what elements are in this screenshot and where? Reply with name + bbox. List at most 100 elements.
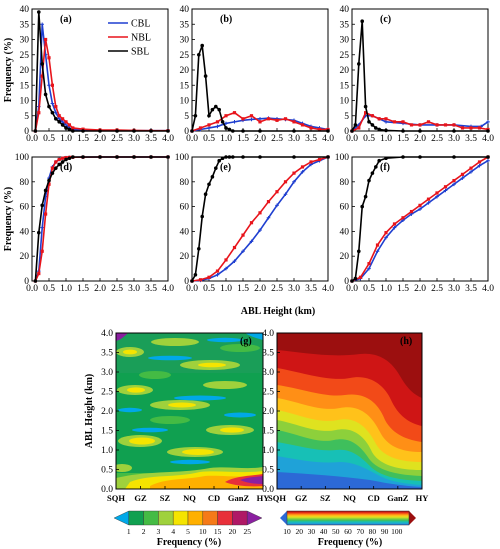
y-tick-label: 0.0 [262,485,274,495]
y-tick-label: 5 [344,112,349,122]
colorbar-h-tick: 80 [369,527,377,536]
x-tick-label: 0.0 [346,134,358,144]
x-tick-label: 1.5 [77,134,89,144]
colorbar-h-gradient [287,511,409,525]
x-tick-label: 0.5 [43,134,55,144]
data-point-sbl [193,113,198,118]
colorbar-h-outline [286,510,410,526]
panel-b-frequency-lines: 0.0 0.5 1.0 1.5 2.0 2.5 3.0 3.5 4.0 0 5 10 15 20 25 30 3… [180,5,335,144]
data-point-nbl [370,114,374,118]
data-point-sbl [40,62,44,66]
data-point-nbl [57,114,61,118]
y-tick-label: 80 [340,178,350,188]
data-point-sbl [367,178,371,183]
y-tick-label: 35 [180,20,190,30]
data-point-sbl [54,117,58,121]
y-tick-label: 40 [340,227,350,237]
x-tick-label: 2.0 [94,134,106,144]
data-point-sbl [210,175,215,179]
data-point-sbl [377,158,382,163]
data-point-cbl [40,225,44,230]
x-tick-label: 2.5 [431,134,443,144]
data-point-cbl [224,266,228,271]
data-point-nbl [61,156,65,160]
data-point-sbl [363,104,368,109]
data-point-cbl [266,215,271,220]
x-tick-label: 0.0 [346,284,358,294]
colorbar-g-swatch [143,510,159,526]
y-tick-label: 2.5 [101,388,113,398]
data-point-nbl [418,203,422,207]
data-point-nbl [317,127,322,132]
data-point-sbl [71,155,75,159]
data-point-nbl [224,258,228,262]
site-label: GZ [134,493,147,503]
colorbar-h-tick: 30 [308,527,316,536]
data-point-sbl [214,104,218,109]
data-point-sbl [452,129,456,133]
colorbar-g-tick: 15 [214,527,222,536]
x-tick-label: 2.0 [94,284,106,294]
data-point-nbl [367,262,371,266]
heatmap-h-field [277,333,422,489]
x-tick-label: 4.0 [482,284,494,294]
data-point-sbl [149,155,153,159]
data-point-nbl [37,271,41,276]
y-tick-label: 15 [180,81,190,91]
data-point-sbl [217,107,221,112]
data-point-cbl [452,182,456,187]
data-point-sbl [231,129,235,133]
data-point-sbl [241,129,245,133]
data-point-sbl [203,192,208,196]
y-tick-label: 60 [340,203,350,213]
panel-label: (e) [220,162,231,173]
x-tick-label: 2.5 [271,134,283,144]
data-point-sbl [370,171,375,175]
data-point-sbl [217,158,221,163]
x-tick-label: 3.0 [448,134,460,144]
plot-frame [351,8,489,132]
y-tick-label: 0 [184,277,189,287]
y-tick-label: 4.0 [262,329,274,339]
data-point-sbl [190,129,194,133]
data-point-nbl [64,120,68,124]
x-tick-label: 3.5 [145,284,157,294]
data-point-sbl [292,155,296,159]
colorbar-h-tick: 10 [283,527,291,536]
data-point-sbl [350,129,354,133]
data-point-nbl [37,111,41,115]
x-tick-label: 3.0 [288,134,300,144]
data-point-cbl [477,163,482,168]
data-point-cbl [486,120,490,124]
data-point-nbl [384,117,388,121]
data-point-cbl [40,22,44,27]
data-point-nbl [266,200,271,204]
y-tick-label: 100 [175,153,190,163]
y-tick-label: 20 [180,66,190,76]
data-point-nbl [460,172,465,176]
data-point-cbl [258,117,262,121]
y-tick-label: 2.5 [262,388,274,398]
x-tick-label: 1.5 [237,134,249,144]
x-tick-label: 1.0 [60,134,72,144]
data-point-cbl [215,273,220,277]
data-point-sbl [190,279,194,283]
colorbar-g-swatch [217,510,233,526]
y-axis-label: Frequency (%) [3,187,14,252]
x-tick-label: 3.0 [128,284,140,294]
data-point-sbl [258,155,262,159]
data-point-sbl [200,43,204,48]
x-tick-label: 4.0 [322,134,334,144]
data-point-cbl [215,124,220,129]
y-tick-label: 40 [180,227,190,237]
data-point-sbl [50,110,55,115]
data-point-sbl [241,155,245,159]
x-tick-label: 3.0 [288,284,300,294]
site-label: GanZ [387,493,409,503]
data-point-sbl [384,156,388,161]
data-point-nbl [275,190,279,194]
heatmap-g-axes: 0.0 0.5 1.0 1.5 2.0 2.5 3.0 3.5 4.0 SQH GZ SZ NQ CD Ga… [101,329,269,503]
y-tick-label: 25 [340,51,350,61]
data-point-cbl [249,239,254,244]
y-tick-label: 60 [20,203,30,213]
